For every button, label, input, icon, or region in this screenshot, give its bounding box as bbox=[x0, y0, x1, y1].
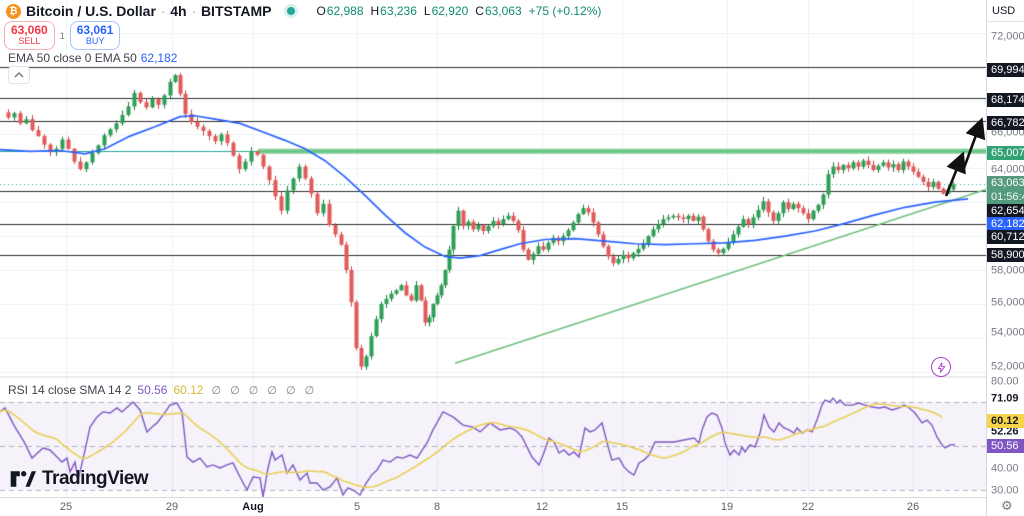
ohlc-open-label: O bbox=[316, 4, 326, 18]
exchange-label[interactable]: BITSTAMP bbox=[200, 3, 272, 19]
ohlc-low-value: 62,920 bbox=[431, 4, 469, 18]
rsi-level-label: 52.26 bbox=[991, 425, 1019, 438]
rsi-legend-text: RSI 14 close SMA 14 2 bbox=[8, 383, 132, 397]
buy-price: 63,061 bbox=[76, 23, 114, 37]
time-tick-label: 12 bbox=[535, 501, 549, 513]
interval-button[interactable]: 4h bbox=[170, 3, 187, 19]
gear-icon[interactable]: ⚙ bbox=[1001, 499, 1013, 514]
drawn-arrow-2[interactable] bbox=[962, 117, 986, 169]
price-line-badge: 69,994 bbox=[987, 63, 1024, 77]
pane-divider[interactable] bbox=[0, 376, 1024, 378]
tradingview-logo-text: TradingView bbox=[42, 468, 149, 489]
tradingview-logo[interactable]: TradingView bbox=[10, 468, 149, 490]
price-line-badge: 68,174 bbox=[987, 93, 1024, 107]
buy-label: BUY bbox=[85, 35, 105, 46]
time-tick-label: 19 bbox=[720, 501, 734, 513]
ohlc-high-value: 63,236 bbox=[380, 4, 417, 18]
axis-currency-label[interactable]: USD bbox=[987, 0, 1024, 22]
ohlc-readout: O 62,988 H 63,236 L 62,920 C 63,063 +75 (+0.… bbox=[309, 4, 601, 18]
price-line-badge: 62,182 bbox=[987, 217, 1024, 231]
bitcoin-icon: ₿ bbox=[6, 3, 21, 19]
price-tick-label: 64,000 bbox=[991, 163, 1024, 176]
price-line-badge: 62,654 bbox=[987, 204, 1024, 218]
ema-legend-text: EMA 50 close 0 EMA 50 bbox=[8, 51, 137, 65]
sell-button[interactable]: 63,060 SELL bbox=[4, 21, 55, 51]
price-line-badge: 65,007 bbox=[987, 146, 1024, 160]
lightning-button[interactable] bbox=[931, 357, 951, 377]
collapse-pane-button[interactable] bbox=[8, 66, 30, 84]
time-tick-label: Aug bbox=[242, 501, 264, 513]
price-line-badge: 58,900 bbox=[987, 248, 1024, 262]
time-tick-label: 25 bbox=[59, 501, 73, 513]
buy-button[interactable]: 63,061 BUY bbox=[69, 21, 121, 51]
rsi-tick-label: 30.00 bbox=[991, 484, 1019, 497]
rsi-null-values: ∅ ∅ ∅ ∅ ∅ ∅ bbox=[211, 385, 318, 397]
rsi-legend[interactable]: RSI 14 close SMA 14 2 50.56 60.12 ∅ ∅ ∅ ∅ ∅… bbox=[8, 383, 317, 397]
price-axis[interactable]: USD 72,000 66,000 64,000 58,000 56,000 54,000… bbox=[986, 0, 1024, 516]
time-tick-label: 26 bbox=[906, 501, 920, 513]
chart-canvas[interactable] bbox=[0, 0, 986, 497]
ohlc-close-value: 63,063 bbox=[484, 4, 522, 18]
title-separator: · bbox=[191, 3, 196, 19]
current-price-value: 63,063 bbox=[991, 177, 1024, 189]
ohlc-low-label: L bbox=[423, 4, 431, 18]
price-line-badge: 60,712 bbox=[987, 230, 1024, 244]
lightning-icon bbox=[937, 361, 946, 373]
price-line-badge: 66,782 bbox=[987, 116, 1024, 130]
symbol-header: ₿ Bitcoin / U.S. Dollar · 4h · BITSTAMP … bbox=[6, 3, 601, 19]
ohlc-open-value: 62,988 bbox=[326, 4, 364, 18]
rsi-tick-label: 80.00 bbox=[991, 375, 1019, 388]
ema-legend[interactable]: EMA 50 close 0 EMA 50 62,182 bbox=[8, 51, 177, 65]
time-tick-label: 15 bbox=[615, 501, 629, 513]
rsi-value-badge: 50.56 bbox=[987, 439, 1024, 453]
title-separator: · bbox=[160, 3, 166, 19]
rsi-value-badge: 60.12 bbox=[987, 414, 1024, 428]
time-tick-label: 29 bbox=[165, 501, 179, 513]
current-price-badge: 63,063 01:56:4 bbox=[987, 176, 1024, 204]
time-tick-label: 22 bbox=[801, 501, 815, 513]
drawn-arrow-1[interactable] bbox=[944, 151, 966, 197]
tradingview-logo-icon bbox=[10, 471, 36, 487]
price-tick-label: 56,000 bbox=[991, 296, 1024, 309]
rsi-level-label: 71.09 bbox=[991, 392, 1019, 405]
change-value: +75 (+0.12%) bbox=[528, 4, 602, 18]
rsi-sma-value: 60.12 bbox=[173, 383, 204, 397]
price-tick-label: 58,000 bbox=[991, 264, 1024, 277]
sell-price: 63,060 bbox=[11, 23, 48, 37]
ohlc-close-label: C bbox=[475, 4, 484, 18]
time-axis[interactable]: 25 29 Aug 5 8 12 15 19 22 26 bbox=[0, 497, 986, 516]
market-status-icon bbox=[287, 7, 296, 15]
chevron-up-icon bbox=[14, 72, 24, 78]
trade-panel: 63,060 SELL 1 63,061 BUY bbox=[4, 21, 121, 51]
ema-legend-value: 62,182 bbox=[140, 51, 178, 65]
symbol-title[interactable]: Bitcoin / U.S. Dollar bbox=[26, 3, 156, 19]
price-tick-label: 52,000 bbox=[991, 360, 1024, 373]
spread-value: 1 bbox=[59, 30, 65, 41]
bar-countdown: 01:56:4 bbox=[991, 191, 1024, 203]
time-tick-label: 5 bbox=[353, 501, 361, 513]
time-tick-label: 8 bbox=[433, 501, 441, 513]
price-tick-label: 72,000 bbox=[991, 30, 1024, 43]
rsi-tick-label: 40.00 bbox=[991, 462, 1019, 475]
price-tick-label: 54,000 bbox=[991, 326, 1024, 339]
ohlc-high-label: H bbox=[370, 4, 380, 18]
sell-label: SELL bbox=[18, 35, 41, 46]
rsi-legend-value: 50.56 bbox=[137, 383, 168, 397]
